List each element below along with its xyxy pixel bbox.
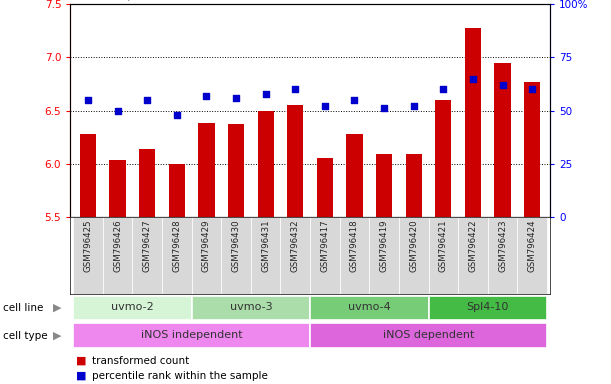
Bar [310,296,428,320]
Text: ■: ■ [76,356,87,366]
Text: GSM796431: GSM796431 [261,220,270,272]
Bar [199,123,214,217]
Point [320,103,330,109]
Bar [73,323,310,348]
Bar [524,82,540,217]
Bar [376,154,392,217]
Text: ▶: ▶ [53,331,61,341]
Bar [406,154,422,217]
Text: GSM796417: GSM796417 [320,220,329,272]
Text: GSM796426: GSM796426 [113,220,122,272]
Bar [488,217,518,294]
Text: cell line: cell line [3,303,43,313]
Point [409,103,419,109]
Bar [228,124,244,217]
Bar [399,217,428,294]
Point [261,91,271,97]
Text: GSM796429: GSM796429 [202,220,211,272]
Text: ■: ■ [76,371,87,381]
Text: Spl4-10: Spl4-10 [467,303,509,313]
Bar [257,111,274,217]
Bar [340,217,369,294]
Text: GSM796418: GSM796418 [350,220,359,272]
Text: iNOS dependent: iNOS dependent [383,330,474,340]
Text: GSM796419: GSM796419 [379,220,389,272]
Bar [251,217,280,294]
Text: GSM796427: GSM796427 [143,220,152,272]
Bar [162,217,192,294]
Point [231,95,241,101]
Text: GSM796422: GSM796422 [469,220,477,272]
Text: uvmo-4: uvmo-4 [348,303,390,313]
Text: GSM796428: GSM796428 [172,220,181,272]
Point [142,97,152,103]
Bar [458,217,488,294]
Bar [435,100,452,217]
Bar [287,105,304,217]
Bar [465,28,481,217]
Text: transformed count: transformed count [92,356,189,366]
Bar [221,217,251,294]
Bar [316,157,333,217]
Bar [192,217,221,294]
Bar [369,217,399,294]
Bar [169,164,185,217]
Text: percentile rank within the sample: percentile rank within the sample [92,371,268,381]
Text: GDS4355 / 10549222: GDS4355 / 10549222 [65,0,200,1]
Bar [73,296,192,320]
Point [349,97,359,103]
Text: cell type: cell type [3,331,48,341]
Bar [80,134,96,217]
Bar [109,160,126,217]
Text: uvmo-3: uvmo-3 [230,303,272,313]
Bar [139,149,155,217]
Bar [310,217,340,294]
Text: GSM796432: GSM796432 [291,220,300,272]
Point [113,108,123,114]
Bar [518,217,547,294]
Bar [192,296,310,320]
Bar [428,296,547,320]
Text: GSM796424: GSM796424 [528,220,536,272]
Bar [494,63,511,217]
Text: GSM796430: GSM796430 [232,220,241,272]
Text: GSM796423: GSM796423 [498,220,507,272]
Point [527,86,537,92]
Point [497,82,507,88]
Text: GSM796421: GSM796421 [439,220,448,272]
Bar [133,217,162,294]
Bar [103,217,133,294]
Point [439,86,448,92]
Bar [310,323,547,348]
Point [83,97,93,103]
Point [468,76,478,82]
Text: iNOS independent: iNOS independent [141,330,243,340]
Bar [346,134,363,217]
Point [172,112,181,118]
Point [290,86,300,92]
Point [379,105,389,111]
Point [202,93,211,99]
Text: GSM796420: GSM796420 [409,220,418,272]
Text: uvmo-2: uvmo-2 [111,303,154,313]
Text: ▶: ▶ [53,303,61,313]
Bar [73,217,103,294]
Text: GSM796425: GSM796425 [84,220,92,272]
Bar [280,217,310,294]
Bar [428,217,458,294]
